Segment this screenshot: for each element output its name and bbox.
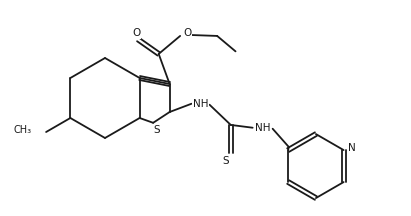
Text: NH: NH — [255, 123, 270, 133]
Text: NH: NH — [193, 99, 208, 109]
Text: O: O — [132, 28, 140, 38]
Text: O: O — [183, 28, 191, 38]
Text: S: S — [154, 125, 160, 135]
Text: N: N — [348, 143, 356, 153]
Text: S: S — [222, 156, 229, 166]
Text: CH₃: CH₃ — [14, 125, 32, 135]
